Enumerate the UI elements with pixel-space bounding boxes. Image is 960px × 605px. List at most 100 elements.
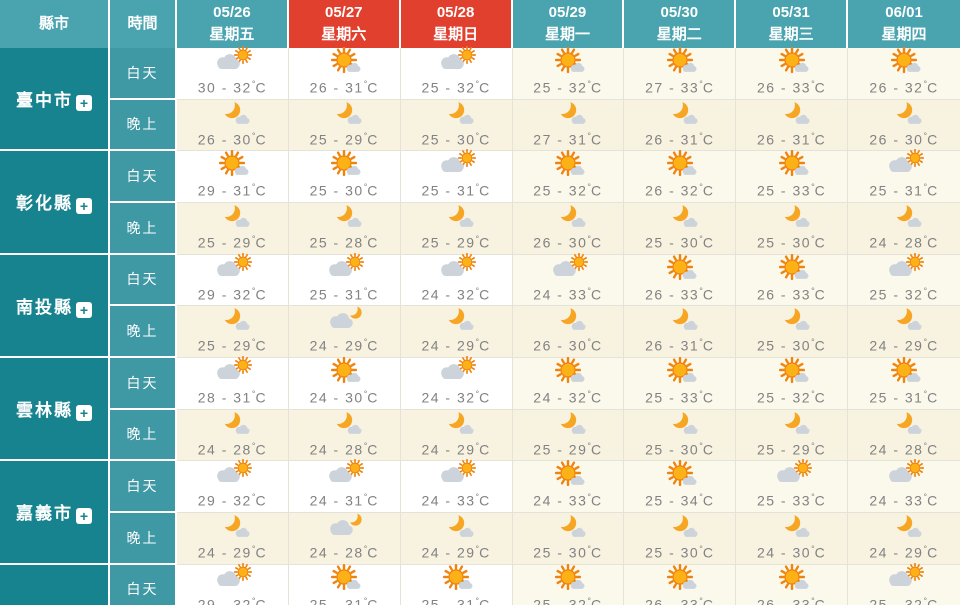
moon-cloud-icon [208,411,256,438]
temperature-range: 25 - 30°C [421,130,491,148]
sun-cloud-icon [656,356,704,386]
temperature-range: 29 - 32°C [197,285,268,303]
date-label: 05/31 [772,4,810,22]
expand-icon[interactable]: + [76,301,92,318]
city-header[interactable]: 臺中市 + [0,48,110,152]
forecast-cell: 25 - 32°C [400,45,513,100]
moon-cloud-icon [544,101,592,128]
sun-cloud-icon [880,46,928,76]
temperature-range: 26 - 31°C [645,130,715,148]
forecast-cell: 25 - 32°C [512,150,625,203]
temperature-range: 24 - 29°C [197,543,268,561]
moon-cloud-icon [208,101,256,128]
time-label-day: 白天 [110,254,177,307]
sun-cloud-icon [544,46,592,76]
weekday-label: 星期四 [881,26,927,43]
temperature-range: 27 - 33°C [645,79,715,96]
expand-icon[interactable]: + [76,508,92,525]
temperature-range: 25 - 34°C [645,492,715,509]
forecast-cell: 25 - 30°C [624,202,737,255]
forecast-cell: 24 - 31°C [288,459,401,513]
moon-cloud-icon [432,308,480,334]
weekday-label: 星期五 [209,26,255,43]
forecast-cell: 24 - 28°C [848,409,960,462]
forecast-cell: 25 - 32°C [512,563,625,605]
temperature-range: 26 - 32°C [869,79,939,96]
forecast-cell: 26 - 31°C [736,99,849,152]
weekday-label: 星期日 [433,26,479,43]
expand-icon[interactable]: + [76,405,92,422]
temperature-range: 25 - 31°C [869,388,939,406]
date-column-header: 05/31 星期三 [736,0,849,48]
sun-cloud-icon [432,563,480,593]
cloud-sun-icon [880,459,928,489]
sun-cloud-icon [320,563,368,593]
expand-icon[interactable]: + [76,95,92,112]
temperature-range: 25 - 30°C [756,233,827,251]
city-night-row: 晚上 25 - 29°C 24 - 29°C 24 - 29°C 26 - 30°C 26… [0,306,960,358]
forecast-cell: 26 - 32°C [848,46,960,100]
date-column-header: 05/27 星期六 [288,0,401,48]
forecast-cell: 25 - 33°C [736,150,849,203]
forecast-cell: 26 - 33°C [736,46,849,100]
cloud-sun-icon [208,45,256,76]
forecast-cell: 26 - 30°C [512,202,625,255]
moon-cloud-icon [320,101,368,128]
forecast-cell: 27 - 33°C [624,46,737,100]
temperature-range: 25 - 29°C [421,233,491,251]
city-night-row: 晚上 26 - 30°C 25 - 29°C 25 - 30°C 27 - 31°C 26… [0,99,960,152]
city-header[interactable]: 雲林縣 + [0,357,110,462]
temperature-range: 24 - 30°C [756,543,827,561]
temperature-range: 25 - 32°C [421,79,491,96]
city-header[interactable]: 嘉義縣+ [0,564,110,605]
city-header[interactable]: 嘉義市 + [0,461,110,565]
moon-cloud-icon [544,204,592,231]
moon-cloud-icon [880,308,928,334]
forecast-cell: 26 - 33°C [736,563,849,605]
forecast-cell: 25 - 29°C [400,202,513,255]
cloud-sun-icon [544,252,592,283]
sun-cloud-icon [320,356,368,386]
cloud-sun-icon [320,459,368,489]
city-night-row: 晚上 24 - 28°C 24 - 28°C 24 - 29°C 25 - 29°C 25… [0,409,960,462]
date-column-header: 06/01 星期四 [848,0,960,48]
temperature-range: 26 - 32°C [645,182,715,199]
forecast-cell: 24 - 29°C [177,512,289,565]
temperature-range: 24 - 29°C [309,337,379,354]
cloud-sun-icon [432,149,480,179]
sun-cloud-icon [544,356,592,386]
moon-cloud-icon [208,514,256,541]
forecast-cell: 28 - 31°C [177,355,289,410]
city-name: 雲林縣 [16,401,73,421]
city-day-row: 臺中市 + 白天 30 - 32°C 26 - 31°C 25 - 32°C 25 - 32… [0,45,960,152]
temperature-range: 24 - 33°C [533,492,603,509]
forecast-cell: 24 - 33°C [400,459,513,513]
forecast-cell: 29 - 31°C [177,150,289,203]
sun-cloud-icon [880,356,928,386]
city-night-row: 晚上 24 - 29°C 24 - 28°C 24 - 29°C 25 - 30°C 25… [0,512,960,565]
sun-cloud-icon [320,46,368,76]
temperature-range: 25 - 30°C [645,440,715,458]
sun-cloud-icon [208,150,256,179]
moon-cloud-icon [544,308,592,334]
forecast-cell: 24 - 28°C [288,512,401,565]
sun-cloud-icon [768,356,816,386]
forecast-cell: 25 - 29°C [512,409,625,462]
temperature-range: 24 - 29°C [421,440,491,458]
forecast-cell: 25 - 30°C [512,512,625,565]
temperature-range: 27 - 31°C [533,130,603,148]
date-column-header: 05/28 星期日 [400,0,513,48]
forecast-cell: 29 - 32°C [177,252,289,307]
forecast-cell: 29 - 32°C [177,459,289,513]
forecast-cell: 25 - 34°C [624,460,737,513]
temperature-range: 24 - 32°C [533,388,603,406]
city-header[interactable]: 彰化縣 + [0,151,110,255]
weekday-label: 星期三 [768,26,814,43]
expand-icon[interactable]: + [76,198,92,215]
time-label-day: 白天 [110,48,177,100]
moon-cloud-icon [768,514,816,541]
city-header[interactable]: 南投縣 + [0,254,110,358]
temperature-range: 28 - 31°C [197,388,268,406]
temperature-range: 24 - 28°C [197,440,268,458]
